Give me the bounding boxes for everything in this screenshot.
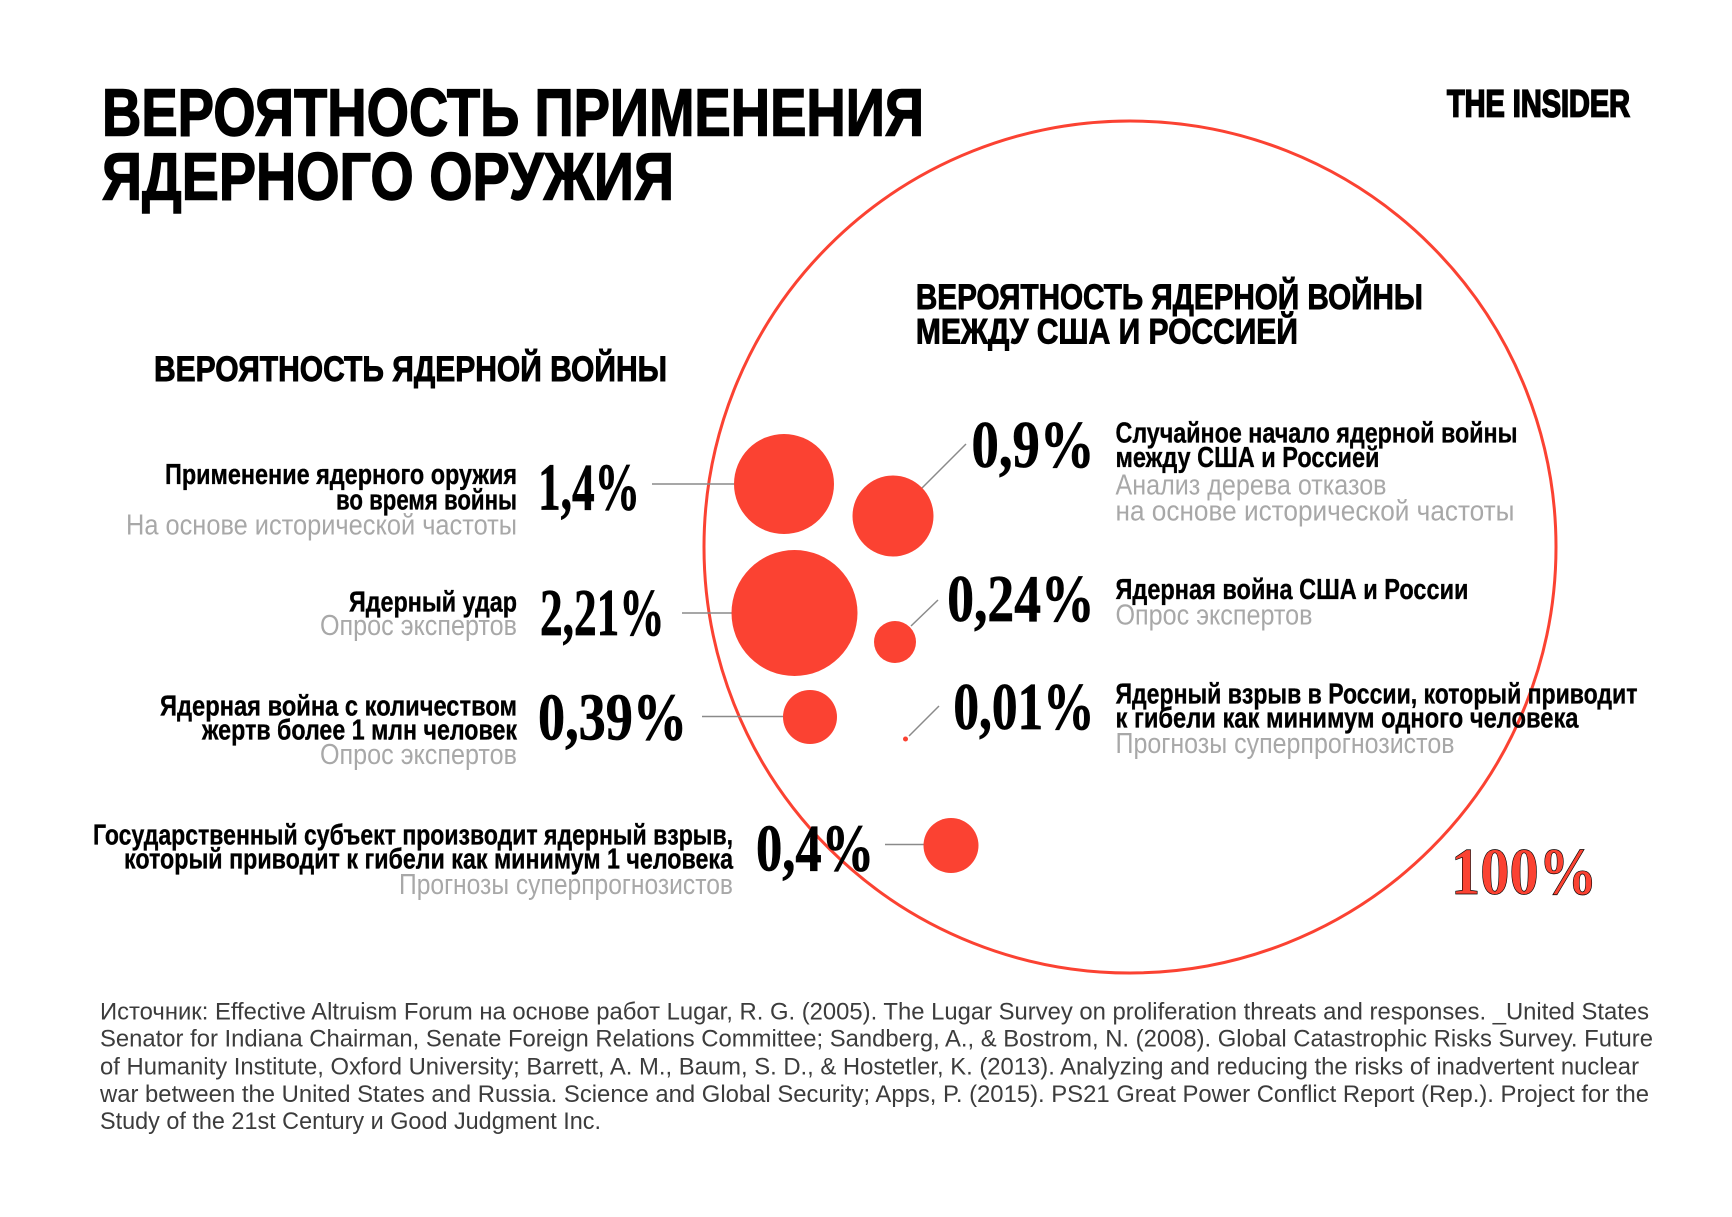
svg-text:Опрос экспертов: Опрос экспертов xyxy=(320,739,517,771)
svg-text:который приводит к гибели как: который приводит к гибели как минимум 1 … xyxy=(124,844,734,876)
svg-text:Study of the 21st Century и Go: Study of the 21st Century и Good Judgmen… xyxy=(100,1109,601,1135)
svg-text:Случайное начало ядерной войны: Случайное начало ядерной войны xyxy=(1116,418,1518,450)
svg-text:0,24%: 0,24% xyxy=(947,563,1094,637)
svg-text:ВЕРОЯТНОСТЬ ЯДЕРНОЙ ВОЙНЫ: ВЕРОЯТНОСТЬ ЯДЕРНОЙ ВОЙНЫ xyxy=(916,277,1423,317)
svg-text:0,9%: 0,9% xyxy=(972,409,1095,482)
svg-text:Senator for Indiana Chairman,: Senator for Indiana Chairman, Senate For… xyxy=(100,1027,1653,1053)
svg-text:Анализ дерева отказов: Анализ дерева отказов xyxy=(1116,470,1387,502)
svg-text:war between the United States: war between the United States and Russia… xyxy=(99,1082,1649,1108)
svg-text:ВЕРОЯТНОСТЬ ПРИМЕНЕНИЯ: ВЕРОЯТНОСТЬ ПРИМЕНЕНИЯ xyxy=(102,77,924,151)
svg-text:на основе исторической частоты: на основе исторической частоты xyxy=(1116,495,1515,527)
svg-text:0,01%: 0,01% xyxy=(953,670,1094,744)
svg-text:Опрос экспертов: Опрос экспертов xyxy=(320,610,517,642)
svg-text:Ядерная война с количеством: Ядерная война с количеством xyxy=(160,691,517,723)
svg-text:1,4%: 1,4% xyxy=(538,451,640,525)
svg-text:Ядерный удар: Ядерный удар xyxy=(349,587,517,619)
svg-text:0,39%: 0,39% xyxy=(538,682,687,755)
svg-text:между США и Россией: между США и Россией xyxy=(1116,442,1380,474)
svg-text:of Humanity Institute, Oxford: of Humanity Institute, Oxford University… xyxy=(100,1054,1639,1080)
svg-text:2,21%: 2,21% xyxy=(540,576,665,650)
svg-text:Источник: Effective Altruism F: Источник: Effective Altruism Forum на ос… xyxy=(100,999,1649,1025)
svg-text:Ядерный взрыв в России, которы: Ядерный взрыв в России, который приводит xyxy=(1116,679,1638,711)
svg-text:Государственный субъект произв: Государственный субъект производит ядерн… xyxy=(93,819,733,851)
svg-text:Прогнозы суперпрогнозистов: Прогнозы суперпрогнозистов xyxy=(399,869,733,901)
svg-text:жертв более 1 млн человек: жертв более 1 млн человек xyxy=(201,715,517,747)
svg-text:Прогнозы суперпрогнозистов: Прогнозы суперпрогнозистов xyxy=(1116,728,1455,760)
svg-text:Применение ядерного оружия: Применение ядерного оружия xyxy=(165,459,517,491)
svg-text:THE INSIDER: THE INSIDER xyxy=(1447,84,1630,126)
svg-text:0,4%: 0,4% xyxy=(756,812,874,885)
svg-text:к гибели как минимум одного че: к гибели как минимум одного человека xyxy=(1116,703,1580,735)
svg-text:во время войны: во время войны xyxy=(336,484,517,516)
svg-text:Опрос экспертов: Опрос экспертов xyxy=(1116,600,1313,632)
svg-text:ВЕРОЯТНОСТЬ ЯДЕРНОЙ ВОЙНЫ: ВЕРОЯТНОСТЬ ЯДЕРНОЙ ВОЙНЫ xyxy=(154,349,667,389)
svg-text:Ядерная война США и России: Ядерная война США и России xyxy=(1116,574,1469,606)
svg-text:МЕЖДУ США И РОССИЕЙ: МЕЖДУ США И РОССИЕЙ xyxy=(916,312,1298,352)
svg-text:На основе исторической частоты: На основе исторической частоты xyxy=(126,509,517,541)
svg-text:ЯДЕРНОГО ОРУЖИЯ: ЯДЕРНОГО ОРУЖИЯ xyxy=(102,141,674,215)
svg-text:100%: 100% xyxy=(1451,834,1597,908)
